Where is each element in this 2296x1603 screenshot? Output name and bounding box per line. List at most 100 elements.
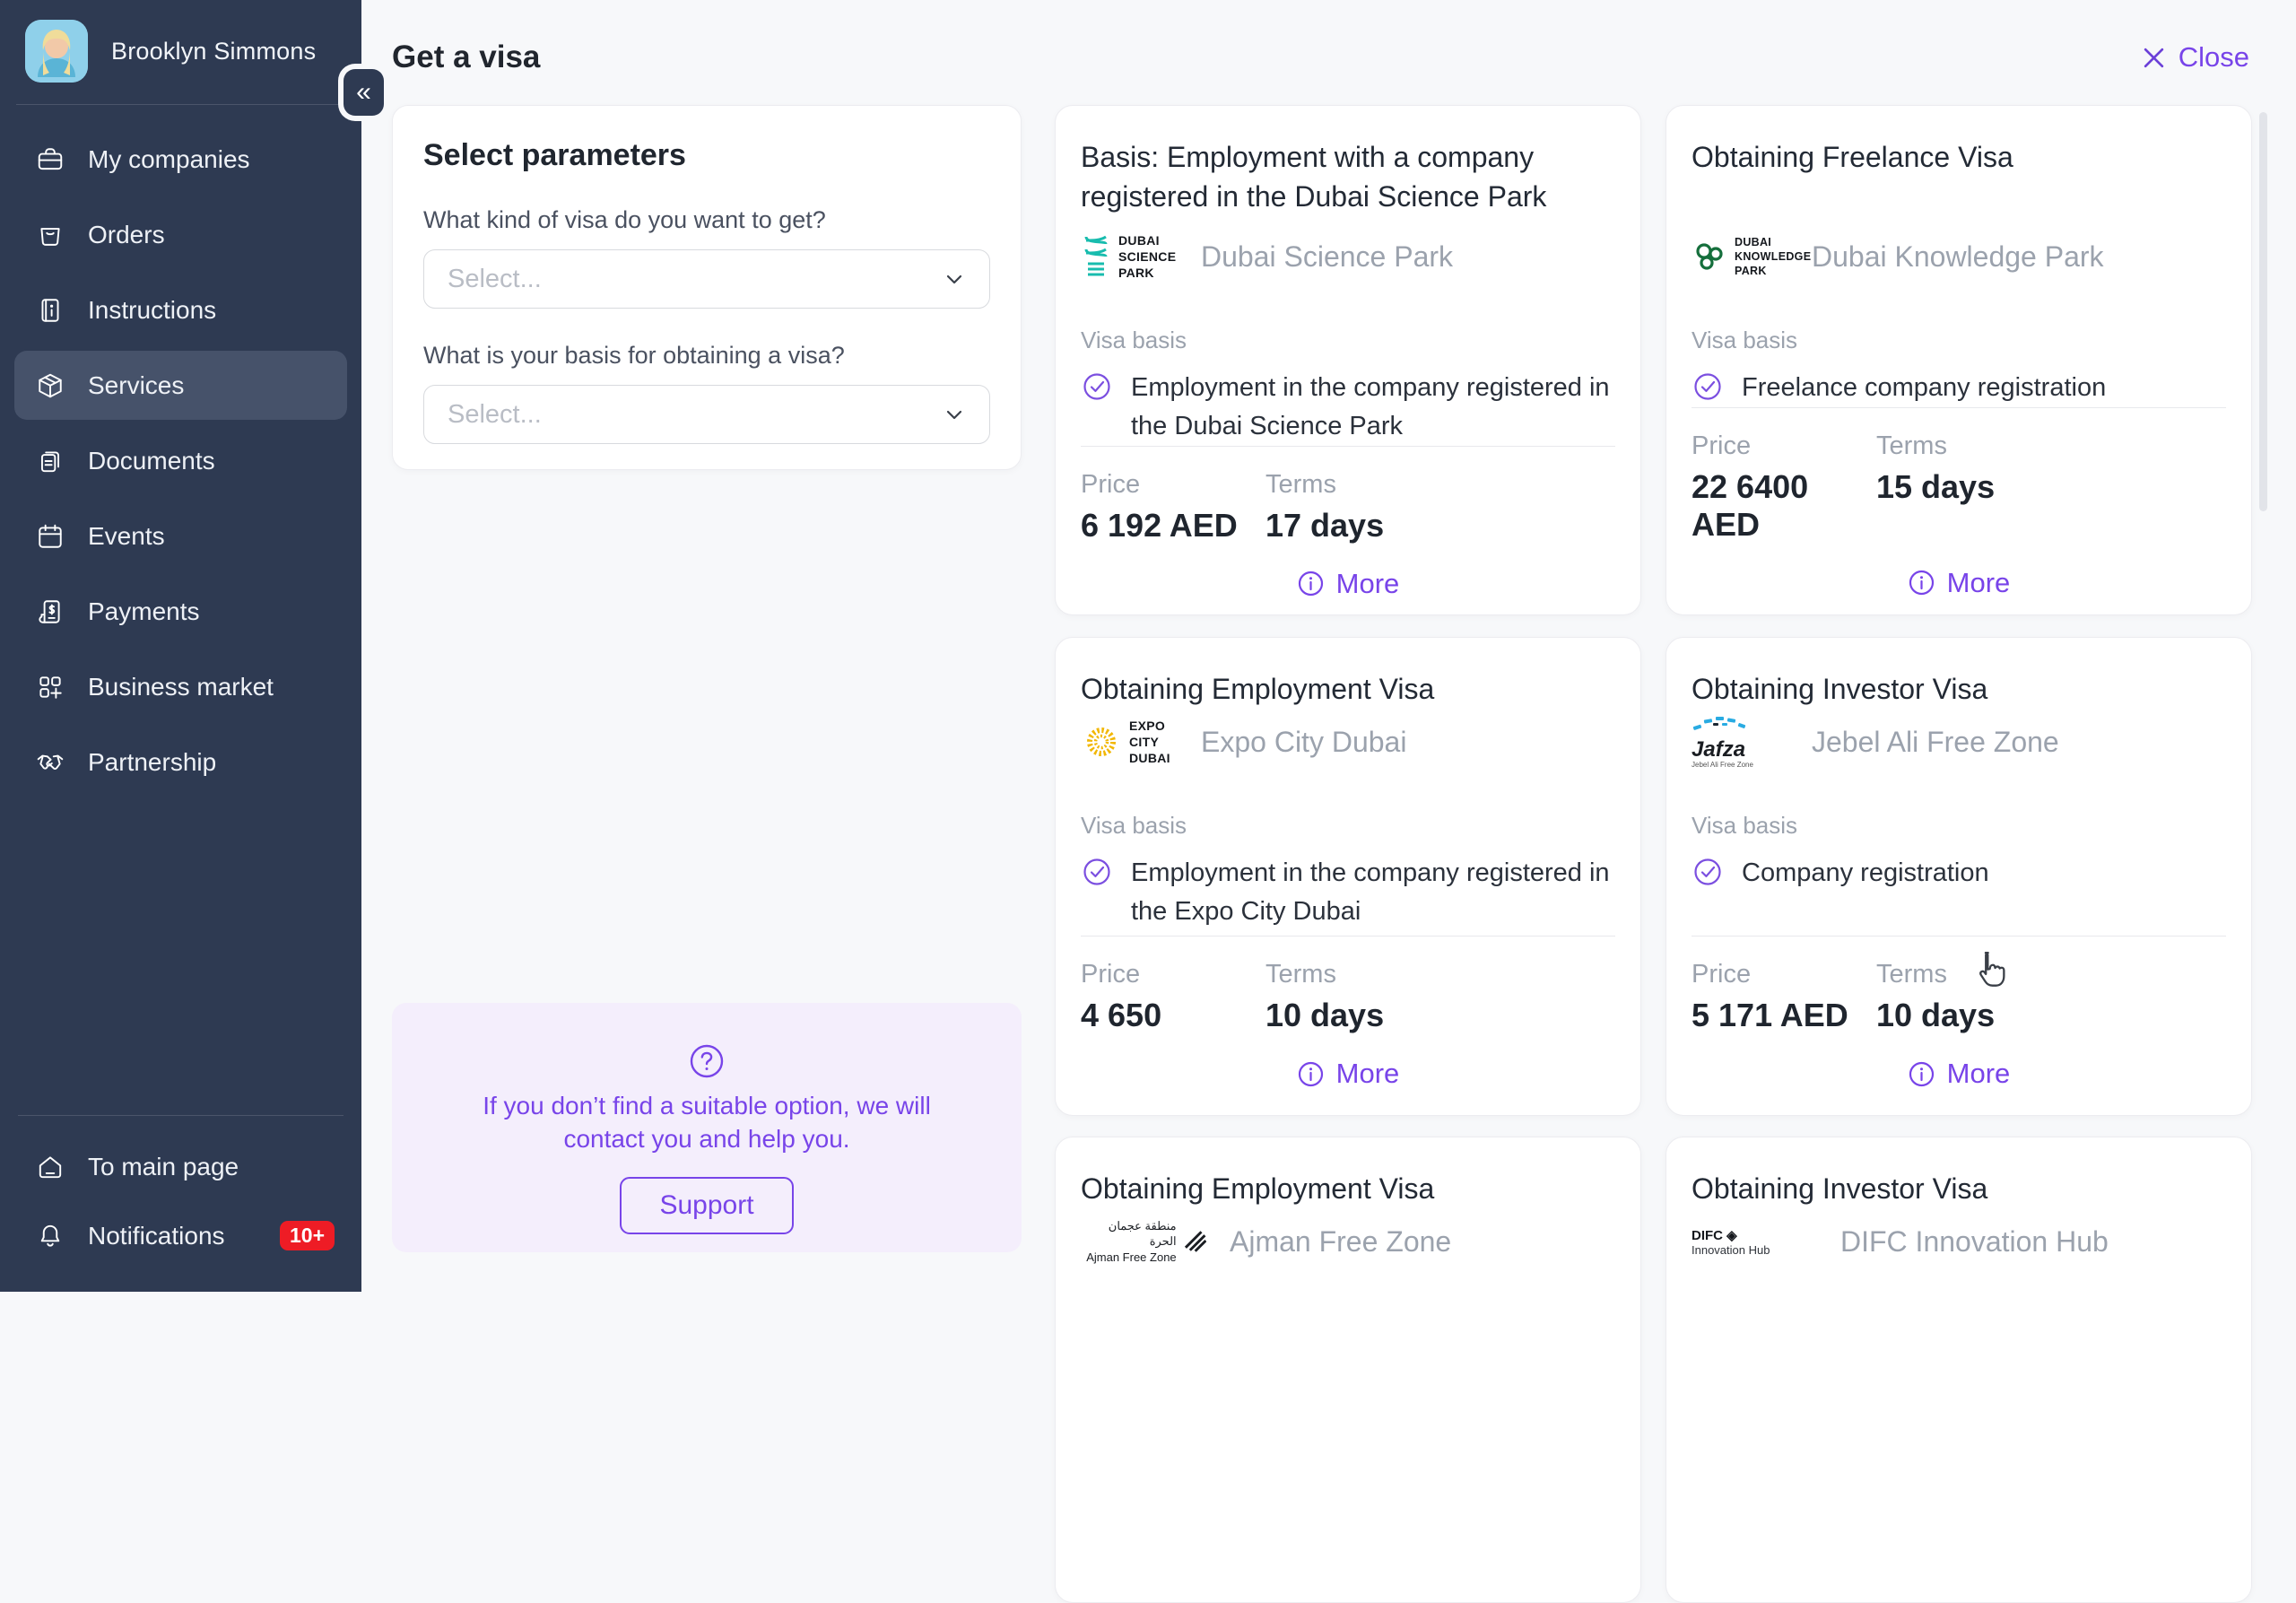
sidebar-item-business-market[interactable]: Business market <box>14 652 347 721</box>
sidebar-item-label: Business market <box>88 672 274 701</box>
visa-card-dubai-knowledge-park[interactable]: Obtaining Freelance Visa DUBAI KNOWLEDGE… <box>1665 105 2252 615</box>
logo-line: KNOWLEDGE <box>1735 249 1812 263</box>
difc-innovation-hub-logo: DIFC ◈ Innovation Hub <box>1692 1227 1817 1257</box>
basis-text: Company registration <box>1742 858 1989 887</box>
home-icon <box>36 1153 65 1181</box>
logo-line: CITY <box>1129 734 1160 749</box>
ajman-free-zone-logo: منطقة عجمان الحرة Ajman Free Zone <box>1081 1218 1206 1266</box>
sidebar-footer: To main page Notifications 10+ <box>0 1115 361 1292</box>
sidebar-item-events[interactable]: Events <box>14 501 347 571</box>
info-icon <box>1298 1061 1323 1086</box>
close-label: Close <box>2178 41 2249 73</box>
more-link[interactable]: More <box>1692 1058 2226 1090</box>
select-placeholder: Select... <box>448 264 542 293</box>
sidebar-item-documents[interactable]: Documents <box>14 426 347 495</box>
question-circle-icon <box>688 1042 726 1080</box>
vertical-scrollbar[interactable] <box>2259 112 2267 511</box>
logo-line: DUBAI <box>1129 751 1170 766</box>
visa-card-expo-city-dubai[interactable]: Obtaining Employment Visa EXPO CITY DUBA… <box>1055 637 1641 1116</box>
sidebar-item-notifications[interactable]: Notifications 10+ <box>14 1201 347 1270</box>
divider <box>16 104 345 105</box>
select-placeholder: Select... <box>448 399 542 429</box>
company-name: DIFC Innovation Hub <box>1840 1224 2109 1258</box>
support-box: If you don’t find a suitable option, we … <box>392 1003 1022 1252</box>
terms-value: 10 days <box>1265 997 1385 1033</box>
logo-line: DUBAI <box>1735 235 1772 248</box>
logo-line: EXPO <box>1129 718 1166 733</box>
rings-icon <box>1696 243 1723 270</box>
terms-label: Terms <box>1265 469 1336 499</box>
terms-label: Terms <box>1876 431 1947 460</box>
logo-line: PARK <box>1118 266 1154 281</box>
card-title: Obtaining Freelance Visa <box>1692 141 2013 173</box>
stripes-icon <box>1184 1231 1206 1252</box>
check-circle-icon <box>1692 856 1724 888</box>
briefcase-icon <box>36 145 65 174</box>
visa-card-difc-innovation-hub[interactable]: Obtaining Investor Visa DIFC ◈ Innovatio… <box>1665 1137 2252 1603</box>
visa-card-ajman-free-zone[interactable]: Obtaining Employment Visa منطقة عجمان ال… <box>1055 1137 1641 1603</box>
visa-basis-select[interactable]: Select... <box>423 385 990 444</box>
more-label: More <box>1335 567 1400 599</box>
company-name: Dubai Science Park <box>1201 240 1454 273</box>
close-button[interactable]: Close <box>2142 41 2249 74</box>
sidebar-collapse-button[interactable]: « <box>344 69 384 116</box>
sidebar-item-instructions[interactable]: Instructions <box>14 275 347 344</box>
calendar-icon <box>36 522 65 551</box>
shopping-bag-icon <box>36 221 65 249</box>
sidebar-item-services[interactable]: Services <box>14 351 347 420</box>
dubai-knowledge-park-logo: DUBAI KNOWLEDGE PARK <box>1692 235 1811 279</box>
visa-basis-label: Visa basis <box>1081 812 1187 839</box>
sidebar-item-label: Payments <box>88 597 200 625</box>
terms-label: Terms <box>1265 960 1336 989</box>
logo-line: Jafza <box>1692 737 1746 762</box>
sidebar-item-label: Services <box>88 370 185 399</box>
chevron-down-icon <box>946 410 962 420</box>
visa-kind-select[interactable]: Select... <box>423 249 990 309</box>
dubai-science-park-logo: DUBAI SCIENCE PARK <box>1081 232 1178 282</box>
price-value: 22 6400 AED <box>1692 467 1809 543</box>
sidebar-item-label: My companies <box>88 144 250 173</box>
avatar <box>25 20 88 83</box>
card-title: Basis: Employment with a company registe… <box>1081 141 1547 213</box>
notifications-badge: 10+ <box>279 1221 335 1250</box>
sidebar-item-orders[interactable]: Orders <box>14 200 347 269</box>
chevron-down-icon <box>946 274 962 284</box>
support-button[interactable]: Support <box>620 1177 794 1235</box>
more-link[interactable]: More <box>1081 1058 1615 1090</box>
sidebar-item-label: Partnership <box>88 747 217 776</box>
jafza-marks-icon <box>1692 717 1746 730</box>
sidebar-item-label: Notifications <box>88 1221 225 1250</box>
sidebar-item-label: To main page <box>88 1152 239 1180</box>
terms-label: Terms <box>1876 960 1947 989</box>
check-circle-icon <box>1692 370 1724 403</box>
sunburst-icon <box>1087 727 1116 756</box>
divider <box>1081 936 1615 937</box>
chevrons-left-icon: « <box>356 77 371 107</box>
visa-kind-label: What kind of visa do you want to get? <box>423 206 826 233</box>
user-name: Brooklyn Simmons <box>111 37 317 65</box>
logo-line: Jebel Ali Free Zone <box>1692 761 1753 769</box>
terms-value: 15 days <box>1876 467 1996 505</box>
visa-card-jebel-ali-free-zone[interactable]: Obtaining Investor Visa Jafza Jebel Ali … <box>1665 637 2252 1116</box>
info-icon <box>1909 1061 1934 1086</box>
page-title: Get a visa <box>392 39 541 74</box>
visa-card-dubai-science-park[interactable]: Basis: Employment with a company registe… <box>1055 105 1641 615</box>
company-name: Dubai Knowledge Park <box>1812 240 2104 273</box>
more-link[interactable]: More <box>1692 567 2226 599</box>
sidebar-item-partnership[interactable]: Partnership <box>14 727 347 797</box>
price-label: Price <box>1692 431 1752 460</box>
visa-basis-label: Visa basis <box>1692 812 1798 839</box>
basis-text: Employment in the company registered in … <box>1131 858 1610 926</box>
more-link[interactable]: More <box>1081 568 1615 600</box>
receipt-icon <box>36 597 65 626</box>
sidebar-item-to-main-page[interactable]: To main page <box>14 1132 347 1201</box>
price-label: Price <box>1081 960 1141 989</box>
logo-line: DUBAI <box>1118 232 1160 248</box>
sidebar-item-my-companies[interactable]: My companies <box>14 125 347 194</box>
terms-value: 10 days <box>1876 997 1996 1033</box>
logo-line: SCIENCE <box>1118 248 1177 264</box>
profile[interactable]: Brooklyn Simmons <box>0 0 361 104</box>
card-title: Obtaining Investor Visa <box>1692 673 1988 705</box>
expo-city-dubai-logo: EXPO CITY DUBAI <box>1081 718 1178 767</box>
sidebar-item-payments[interactable]: Payments <box>14 577 347 646</box>
